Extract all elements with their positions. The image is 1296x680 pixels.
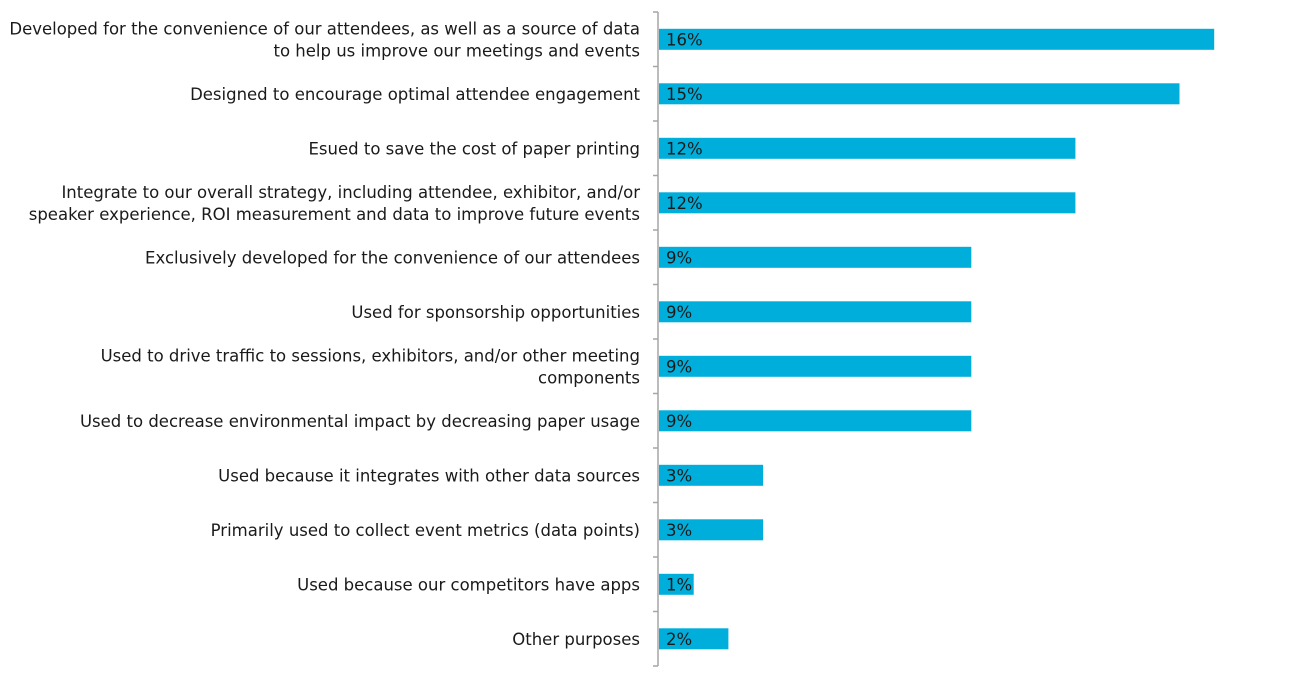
bar (659, 246, 972, 268)
bar (659, 573, 694, 595)
category-label-line: speaker experience, ROI measurement and … (29, 205, 640, 224)
data-label: 9% (666, 357, 692, 376)
value-labels-layer: 16% 15% 12% 12% 9% 9% 9% 9% 3% 3% 1% 2% (666, 30, 703, 649)
data-label: 3% (666, 466, 692, 485)
data-label: 12% (666, 194, 703, 213)
bar (659, 628, 729, 650)
category-label-line: Used because it integrates with other da… (218, 466, 640, 485)
data-label: 9% (666, 303, 692, 322)
category-label-line: Integrate to our overall strategy, inclu… (61, 183, 640, 202)
category-label: Other purposes (512, 630, 640, 649)
category-label-line: Primarily used to collect event metrics … (211, 521, 640, 540)
category-label: Used to decrease environmental impact by… (80, 412, 640, 431)
category-label-line: Developed for the convenience of our att… (9, 19, 640, 38)
category-label: Esued to save the cost of paper printing (309, 139, 641, 158)
bar (659, 28, 1215, 50)
bar (659, 137, 1076, 159)
category-label: Developed for the convenience of our att… (9, 19, 640, 60)
category-label: Exclusively developed for the convenienc… (145, 248, 640, 267)
category-label: Used because our competitors have apps (297, 575, 640, 594)
bar (659, 83, 1180, 105)
bar (659, 192, 1076, 214)
bar (659, 355, 972, 377)
category-labels-layer: Developed for the convenience of our att… (9, 19, 641, 649)
category-label-line: Esued to save the cost of paper printing (309, 139, 641, 158)
bar (659, 519, 764, 541)
data-label: 9% (666, 248, 692, 267)
category-label-line: components (538, 368, 640, 387)
bar (659, 464, 764, 486)
category-label: Designed to encourage optimal attendee e… (190, 85, 640, 104)
category-label-line: Other purposes (512, 630, 640, 649)
bar (659, 410, 972, 432)
bar (659, 301, 972, 323)
data-label: 9% (666, 412, 692, 431)
category-label-line: Designed to encourage optimal attendee e… (190, 85, 640, 104)
data-label: 2% (666, 630, 692, 649)
category-label-line: Used to decrease environmental impact by… (80, 412, 640, 431)
category-label: Integrate to our overall strategy, inclu… (29, 183, 640, 224)
category-label-line: Used to drive traffic to sessions, exhib… (101, 346, 640, 365)
data-label: 15% (666, 85, 703, 104)
data-label: 1% (666, 575, 692, 594)
bars-layer (659, 28, 1215, 650)
category-label: Used for sponsorship opportunities (351, 303, 640, 322)
category-axis (653, 11, 659, 667)
category-label-line: Used for sponsorship opportunities (351, 303, 640, 322)
data-label: 12% (666, 139, 703, 158)
category-label-line: to help us improve our meetings and even… (274, 41, 641, 60)
category-label: Used because it integrates with other da… (218, 466, 640, 485)
category-label-line: Used because our competitors have apps (297, 575, 640, 594)
data-label: 3% (666, 521, 692, 540)
category-label-line: Exclusively developed for the convenienc… (145, 248, 640, 267)
data-label: 16% (666, 30, 703, 49)
category-label: Primarily used to collect event metrics … (211, 521, 640, 540)
category-label: Used to drive traffic to sessions, exhib… (101, 346, 640, 387)
